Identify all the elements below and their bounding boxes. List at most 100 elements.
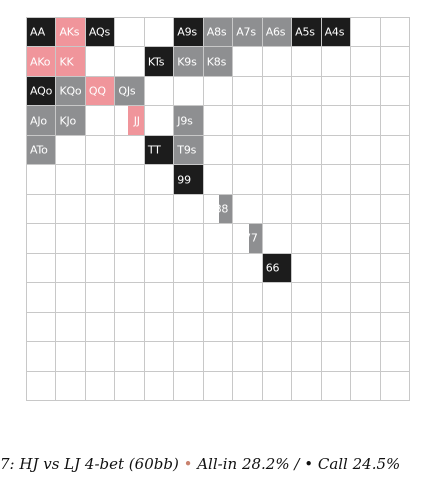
empty-hand-cell (292, 165, 322, 195)
empty-hand-cell (233, 283, 263, 313)
empty-hand-cell (292, 312, 322, 343)
empty-hand-cell (203, 106, 234, 136)
empty-hand-cell (115, 342, 145, 372)
hand-label: KK (59, 55, 74, 69)
empty-hand-cell (115, 47, 145, 77)
empty-hand-cell (321, 312, 352, 343)
hand-cell-fill (27, 47, 56, 76)
empty-hand-cell (233, 253, 263, 284)
hand-cell-fill (115, 76, 144, 106)
empty-hand-cell (203, 371, 234, 401)
empty-hand-cell (351, 371, 381, 401)
empty-hand-cell (144, 371, 175, 401)
empty-hand-cell (321, 135, 352, 166)
hand-cell-T9s: T9s (174, 135, 204, 166)
hand-cell-88: 88 (203, 194, 234, 225)
empty-hand-cell (262, 135, 293, 166)
hand-label: A4s (324, 25, 345, 39)
hand-cell-KK: KK (56, 47, 86, 77)
empty-hand-cell (144, 18, 175, 48)
empty-hand-cell (233, 194, 263, 225)
empty-hand-cell (56, 312, 86, 343)
empty-hand-cell (85, 194, 116, 225)
hand-cell-fill (56, 76, 85, 106)
empty-hand-cell (380, 106, 410, 136)
empty-hand-cell (144, 165, 175, 195)
hand-cell-fill (219, 194, 233, 224)
empty-hand-cell (292, 371, 322, 401)
hand-label: AJo (30, 114, 47, 128)
hand-cell-A4s: A4s (321, 18, 352, 48)
empty-hand-cell (351, 47, 381, 77)
empty-hand-cell (144, 312, 175, 343)
empty-hand-cell (115, 312, 145, 343)
hand-cell-fill (27, 135, 56, 165)
empty-hand-cell (262, 47, 293, 77)
chart-caption: 7: HJ vs LJ 4-bet (60bb) • All-in 28.2% … (0, 455, 400, 473)
empty-hand-cell (144, 342, 175, 372)
empty-hand-cell (174, 283, 204, 313)
hand-cell-QJs: QJs (115, 76, 145, 107)
empty-hand-cell (203, 253, 234, 284)
empty-hand-cell (351, 194, 381, 225)
empty-hand-cell (351, 342, 381, 372)
empty-hand-cell (292, 342, 322, 372)
hand-cell-A9s: A9s (174, 18, 204, 48)
empty-hand-cell (321, 76, 352, 107)
empty-hand-cell (56, 224, 86, 254)
hand-cell-K8s: K8s (203, 47, 234, 77)
empty-hand-cell (144, 253, 175, 284)
hand-cell-fill (292, 18, 321, 47)
empty-hand-cell (27, 224, 57, 254)
empty-hand-cell (174, 224, 204, 254)
empty-hand-cell (85, 106, 116, 136)
hand-label: 77 (244, 231, 258, 245)
empty-hand-cell (85, 342, 116, 372)
caption-prefix: 7: HJ vs LJ 4-bet (60bb) (0, 455, 179, 473)
hand-cell-AA: AA (27, 18, 57, 48)
empty-hand-cell (380, 76, 410, 107)
empty-hand-cell (115, 371, 145, 401)
empty-hand-cell (321, 371, 352, 401)
empty-hand-cell (321, 342, 352, 372)
empty-hand-cell (85, 371, 116, 401)
empty-hand-cell (262, 342, 293, 372)
hand-cell-KJo: KJo (56, 106, 86, 136)
hand-cell-AQs: AQs (85, 18, 116, 48)
empty-hand-cell (380, 194, 410, 225)
hand-cell-KQo: KQo (56, 76, 86, 107)
empty-hand-cell (27, 253, 57, 284)
hand-cell-fill (56, 106, 85, 135)
hand-cell-fill (128, 106, 144, 135)
empty-hand-cell (351, 135, 381, 166)
empty-hand-cell (321, 47, 352, 77)
empty-hand-cell (174, 312, 204, 343)
empty-hand-cell (351, 283, 381, 313)
empty-hand-cell (203, 312, 234, 343)
empty-hand-cell (351, 312, 381, 343)
empty-hand-cell (380, 224, 410, 254)
hand-cell-fill (262, 18, 292, 47)
hand-label: KQo (59, 84, 82, 98)
empty-hand-cell (262, 283, 293, 313)
hand-cell-JJ: JJ (115, 106, 145, 136)
call-legend-dot: • (304, 455, 314, 473)
empty-hand-cell (144, 224, 175, 254)
empty-hand-cell (351, 76, 381, 107)
empty-hand-cell (321, 253, 352, 284)
empty-hand-cell (174, 371, 204, 401)
empty-hand-cell (380, 47, 410, 77)
hand-cell-fill (203, 18, 233, 47)
empty-hand-cell (56, 194, 86, 225)
hand-cell-A5s: A5s (292, 18, 322, 48)
empty-hand-cell (115, 165, 145, 195)
hand-label: TT (147, 143, 161, 157)
empty-hand-cell (351, 165, 381, 195)
empty-hand-cell (115, 253, 145, 284)
empty-hand-cell (262, 312, 293, 343)
hand-cell-A7s: A7s (233, 18, 263, 48)
hand-label: K8s (206, 55, 227, 69)
empty-hand-cell (292, 106, 322, 136)
empty-hand-cell (56, 135, 86, 166)
hand-cell-fill (174, 18, 203, 47)
